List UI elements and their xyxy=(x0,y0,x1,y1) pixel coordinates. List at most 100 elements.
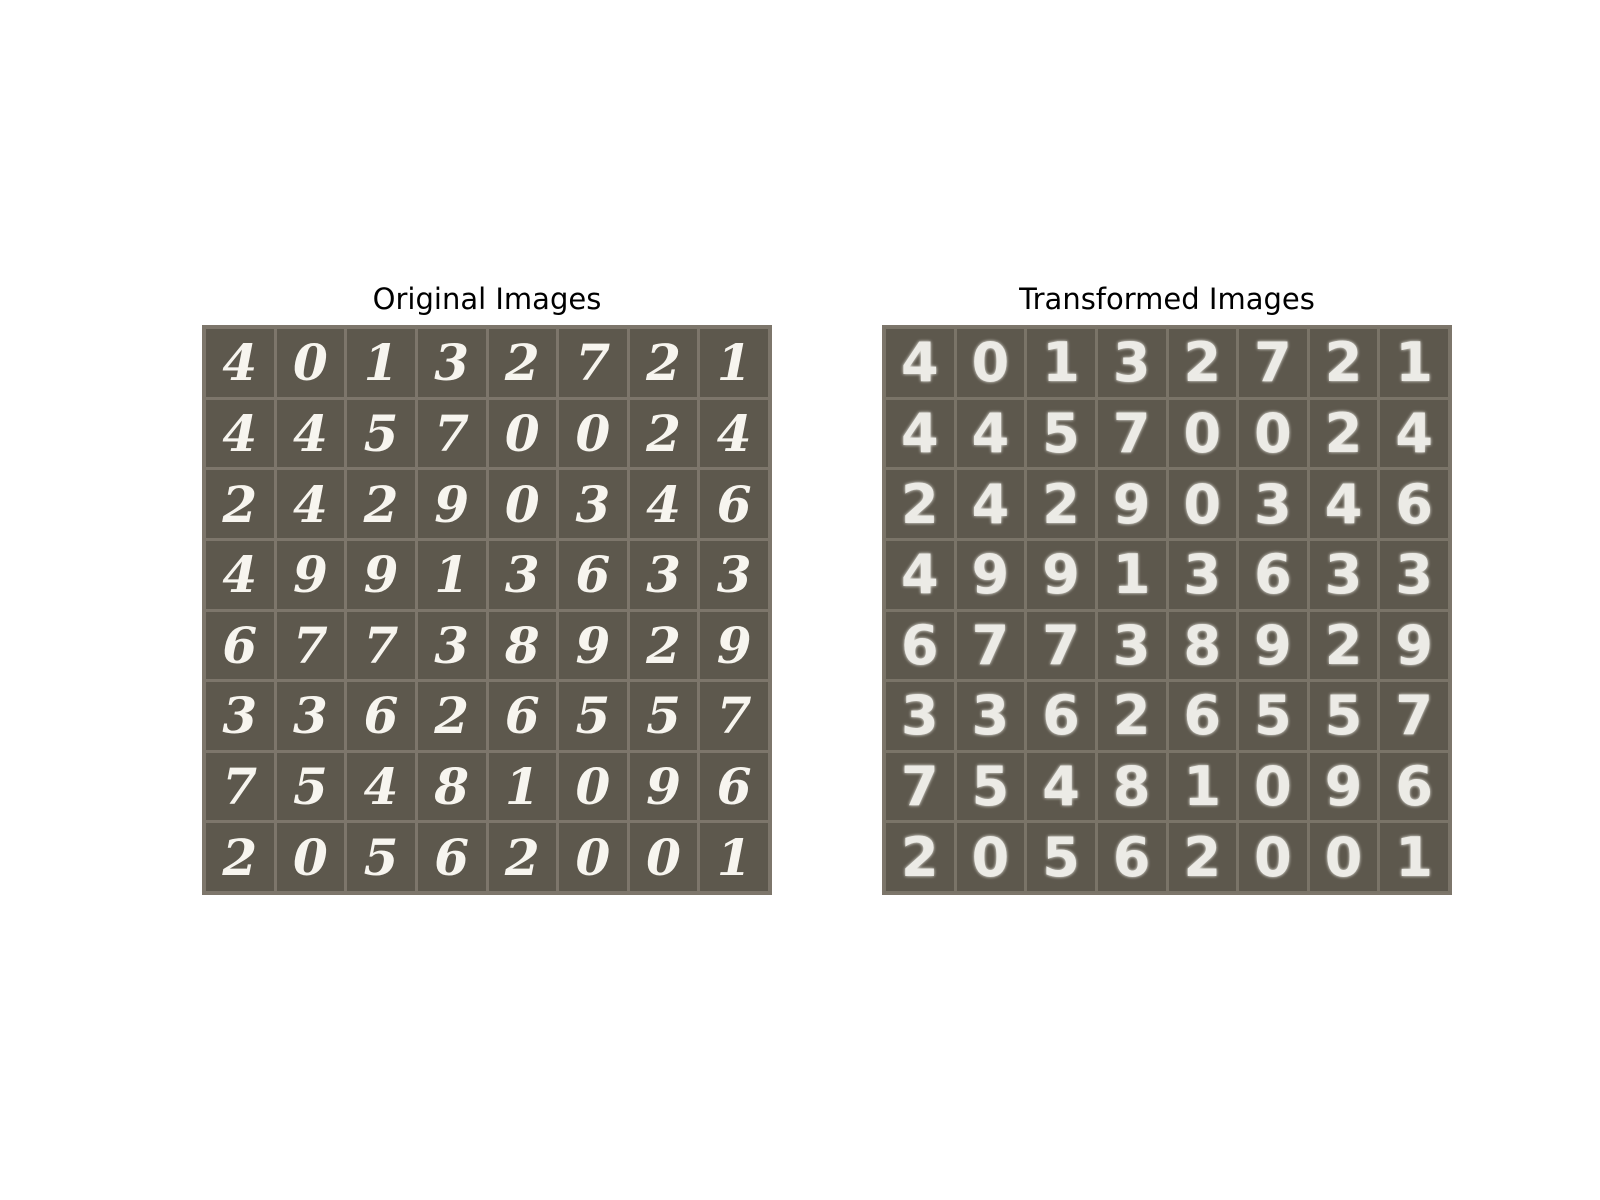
digit-image: 9 xyxy=(629,752,698,821)
digit-image: 2 xyxy=(886,470,954,538)
digit-image: 0 xyxy=(488,399,557,468)
digit-image: 1 xyxy=(347,329,415,397)
digit-image: 1 xyxy=(488,752,557,821)
digit-image: 7 xyxy=(276,611,345,680)
digit-image: 3 xyxy=(1380,540,1448,609)
digit-image: 0 xyxy=(1239,399,1307,468)
digit-image: 3 xyxy=(417,611,486,680)
digit-image: 5 xyxy=(1027,399,1095,468)
digit-image: 9 xyxy=(1027,540,1095,609)
digit-image: 5 xyxy=(629,682,698,750)
digit-image: 9 xyxy=(276,540,345,609)
digit-image: 3 xyxy=(629,540,698,609)
digit-image: 2 xyxy=(886,823,954,891)
digit-image: 3 xyxy=(886,682,954,750)
digit-image: 7 xyxy=(1380,682,1448,750)
digit-image: 2 xyxy=(1168,329,1237,397)
digit-image: 7 xyxy=(559,329,627,397)
digit-image: 1 xyxy=(700,329,768,397)
digit-image: 0 xyxy=(1168,399,1237,468)
digit-image: 2 xyxy=(347,470,415,538)
digit-image: 9 xyxy=(1097,470,1166,538)
digit-image: 5 xyxy=(1309,682,1378,750)
digit-image: 0 xyxy=(956,329,1025,397)
digit-image: 1 xyxy=(700,823,768,891)
digit-image: 9 xyxy=(417,470,486,538)
digit-image: 7 xyxy=(206,752,274,821)
digit-image: 1 xyxy=(1027,329,1095,397)
digit-image: 7 xyxy=(1027,611,1095,680)
digit-image: 6 xyxy=(1027,682,1095,750)
digit-image: 8 xyxy=(1168,611,1237,680)
digit-image: 6 xyxy=(1380,470,1448,538)
digit-image: 4 xyxy=(886,399,954,468)
digit-image: 7 xyxy=(347,611,415,680)
digit-image: 4 xyxy=(700,399,768,468)
digit-image: 2 xyxy=(1309,611,1378,680)
digit-image: 3 xyxy=(276,682,345,750)
digit-image: 0 xyxy=(1309,823,1378,891)
digit-image: 5 xyxy=(1239,682,1307,750)
digit-image: 1 xyxy=(1380,329,1448,397)
digit-image: 0 xyxy=(559,752,627,821)
digit-image: 1 xyxy=(1380,823,1448,891)
digit-image: 4 xyxy=(629,470,698,538)
digit-image: 4 xyxy=(347,752,415,821)
digit-image: 7 xyxy=(700,682,768,750)
digit-image: 4 xyxy=(1380,399,1448,468)
digit-image: 4 xyxy=(206,329,274,397)
digit-image: 6 xyxy=(417,823,486,891)
digit-image: 0 xyxy=(488,470,557,538)
digit-image: 4 xyxy=(276,399,345,468)
digit-image: 4 xyxy=(956,470,1025,538)
digit-image: 1 xyxy=(417,540,486,609)
digit-image: 9 xyxy=(1309,752,1378,821)
digit-image: 0 xyxy=(1239,823,1307,891)
digit-image: 2 xyxy=(206,470,274,538)
digit-image: 2 xyxy=(629,399,698,468)
digit-image: 4 xyxy=(206,399,274,468)
digit-image: 6 xyxy=(488,682,557,750)
digit-image: 3 xyxy=(206,682,274,750)
digit-image: 4 xyxy=(886,540,954,609)
digit-image: 9 xyxy=(1380,611,1448,680)
digit-image: 4 xyxy=(276,470,345,538)
digit-image: 2 xyxy=(206,823,274,891)
digit-image: 2 xyxy=(1027,470,1095,538)
digit-image: 7 xyxy=(417,399,486,468)
digit-image: 6 xyxy=(1097,823,1166,891)
digit-image: 0 xyxy=(276,329,345,397)
digit-image: 3 xyxy=(1239,470,1307,538)
digit-image: 3 xyxy=(956,682,1025,750)
digit-image: 2 xyxy=(1309,399,1378,468)
digit-image: 7 xyxy=(956,611,1025,680)
digit-image: 5 xyxy=(276,752,345,821)
digit-image: 9 xyxy=(347,540,415,609)
digit-image: 0 xyxy=(276,823,345,891)
digit-image: 4 xyxy=(1309,470,1378,538)
digit-image: 6 xyxy=(347,682,415,750)
panel-title: Original Images xyxy=(372,282,602,316)
digit-image: 2 xyxy=(629,611,698,680)
digit-image: 0 xyxy=(559,399,627,468)
digit-image: 3 xyxy=(488,540,557,609)
digit-image: 7 xyxy=(886,752,954,821)
digit-image: 5 xyxy=(347,823,415,891)
digit-image: 3 xyxy=(1097,611,1166,680)
digit-image: 6 xyxy=(1239,540,1307,609)
digit-image: 7 xyxy=(1097,399,1166,468)
digit-image: 2 xyxy=(488,329,557,397)
panel-title: Transformed Images xyxy=(1019,282,1315,316)
digit-image: 0 xyxy=(559,823,627,891)
digit-image: 8 xyxy=(417,752,486,821)
digit-image: 5 xyxy=(956,752,1025,821)
digit-image: 6 xyxy=(206,611,274,680)
digit-image: 0 xyxy=(1239,752,1307,821)
digit-image: 4 xyxy=(1027,752,1095,821)
digit-image: 2 xyxy=(1309,329,1378,397)
digit-image: 9 xyxy=(700,611,768,680)
